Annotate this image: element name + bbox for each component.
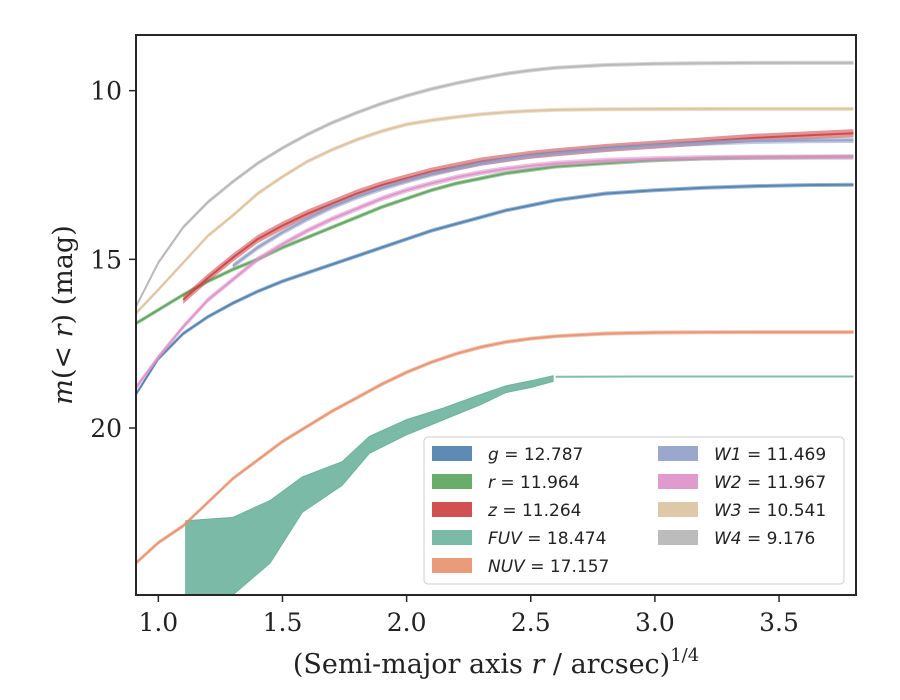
series-band-w3 [136, 106, 854, 316]
x-tick-label: 2.0 [387, 608, 427, 637]
x-axis-label: (Semi-major axis r / arcsec)1/4 [293, 645, 699, 680]
legend-label-w1: W1 = 11.469 [714, 445, 826, 465]
series-line-w2 [136, 156, 854, 389]
legend-swatch-w4 [658, 530, 698, 545]
y-axis: 10 15 20 [90, 77, 136, 443]
x-tick-label: 1.5 [263, 608, 303, 637]
legend-label-w3: W3 = 10.541 [714, 501, 826, 521]
plot-area [136, 60, 854, 595]
legend-swatch-fuv [432, 530, 472, 545]
legend-label-fuv: FUV = 18.474 [488, 529, 606, 549]
x-tick-label: 2.5 [511, 608, 551, 637]
x-tick-label: 1.0 [138, 608, 178, 637]
series-line-g [136, 183, 854, 395]
legend-swatch-w3 [658, 502, 698, 517]
legend-swatch-nuv [432, 558, 472, 573]
legend-label-w4: W4 = 9.176 [714, 529, 815, 549]
legend-label-nuv: NUV = 17.157 [488, 557, 609, 577]
legend-label-g: g = 12.787 [488, 445, 583, 465]
x-axis: 1.0 1.5 2.0 2.5 3.0 3.5 [138, 595, 799, 637]
legend-swatch-g [432, 446, 472, 461]
series-line-nuv [136, 331, 854, 564]
legend-label-w2: W2 = 11.967 [714, 473, 826, 493]
legend-swatch-z [432, 502, 472, 517]
y-tick-label: 15 [90, 245, 122, 274]
legend-label-z: z = 11.264 [487, 501, 581, 521]
series-line-w3 [136, 107, 854, 314]
y-axis-label: m(< r) (mag) [48, 225, 79, 404]
fuv-band [185, 375, 554, 595]
y-tick-label: 10 [90, 77, 122, 106]
legend: g = 12.787 r = 11.964 z = 11.264 FUV = 18.4… [423, 436, 845, 585]
x-tick-label: 3.5 [759, 608, 799, 637]
legend-swatch-w1 [658, 446, 698, 461]
plot-frame [135, 34, 857, 596]
legend-swatch-r [432, 474, 472, 489]
legend-swatch-w2 [658, 474, 698, 489]
y-tick-label: 20 [90, 414, 122, 443]
series-line-w1 [232, 139, 854, 267]
legend-frame [423, 436, 845, 585]
series-line-w4 [136, 61, 854, 308]
legend-label-r: r = 11.964 [488, 473, 580, 493]
x-tick-label: 3.0 [635, 608, 675, 637]
